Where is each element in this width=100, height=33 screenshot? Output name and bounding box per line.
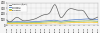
Legend: Crude oil ($/m³), Conifer A, Conifer B, Hardwood: Crude oil ($/m³), Conifer A, Conifer B, … bbox=[8, 4, 27, 12]
